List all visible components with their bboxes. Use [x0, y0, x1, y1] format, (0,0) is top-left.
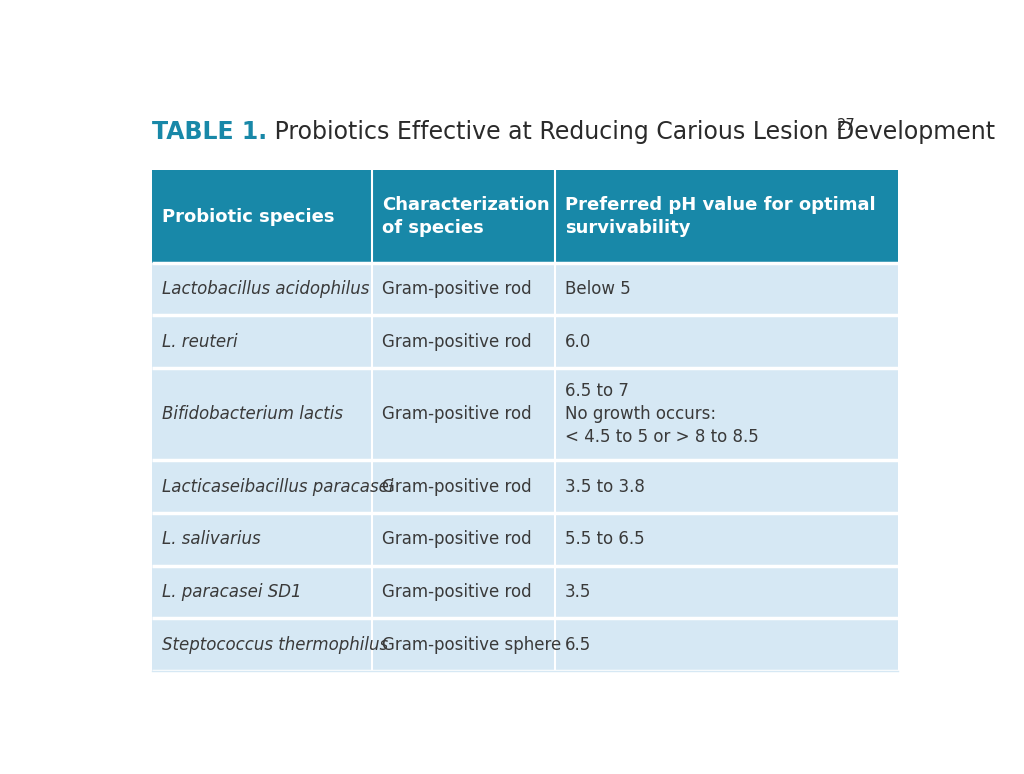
Text: Below 5: Below 5 [565, 280, 631, 298]
Bar [152, 368, 898, 461]
Bar [152, 262, 898, 316]
Text: Gram-positive rod: Gram-positive rod [382, 530, 531, 548]
Text: 3.5 to 3.8: 3.5 to 3.8 [565, 478, 645, 495]
Text: TABLE 1.: TABLE 1. [152, 120, 267, 144]
Text: L. paracasei SD1: L. paracasei SD1 [162, 583, 302, 601]
Text: 6.5: 6.5 [565, 635, 591, 653]
Text: 6.0: 6.0 [565, 333, 591, 351]
Text: 27: 27 [837, 118, 855, 133]
Text: Bifidobacterium lactis: Bifidobacterium lactis [162, 405, 343, 423]
Bar [152, 566, 898, 618]
Text: Gram-positive rod: Gram-positive rod [382, 280, 531, 298]
Bar [152, 461, 898, 513]
Bar [152, 513, 898, 566]
Text: Gram-positive rod: Gram-positive rod [382, 333, 531, 351]
Text: Gram-positive sphere: Gram-positive sphere [382, 635, 561, 653]
Text: Characterization
of species: Characterization of species [382, 196, 550, 237]
Text: 6.5 to 7
No growth occurs:
< 4.5 to 5 or > 8 to 8.5: 6.5 to 7 No growth occurs: < 4.5 to 5 or… [565, 382, 759, 446]
Bar [152, 618, 898, 671]
Text: Gram-positive rod: Gram-positive rod [382, 478, 531, 495]
Text: Lacticaseibacillus paracasei: Lacticaseibacillus paracasei [162, 478, 393, 495]
Text: Lactobacillus acidophilus: Lactobacillus acidophilus [162, 280, 370, 298]
Text: L. reuteri: L. reuteri [162, 333, 238, 351]
Text: Gram-positive rod: Gram-positive rod [382, 405, 531, 423]
Text: Probiotic species: Probiotic species [162, 207, 335, 225]
Text: Probiotics Effective at Reducing Carious Lesion Development: Probiotics Effective at Reducing Carious… [267, 120, 995, 144]
Text: L. salivarius: L. salivarius [162, 530, 261, 548]
Text: 3.5: 3.5 [565, 583, 591, 601]
Text: Steptococcus thermophilus: Steptococcus thermophilus [162, 635, 388, 653]
Text: Gram-positive rod: Gram-positive rod [382, 583, 531, 601]
Bar [152, 170, 898, 262]
Text: Preferred pH value for optimal
survivability: Preferred pH value for optimal survivabi… [565, 196, 876, 237]
Text: 5.5 to 6.5: 5.5 to 6.5 [565, 530, 644, 548]
Bar [152, 316, 898, 368]
